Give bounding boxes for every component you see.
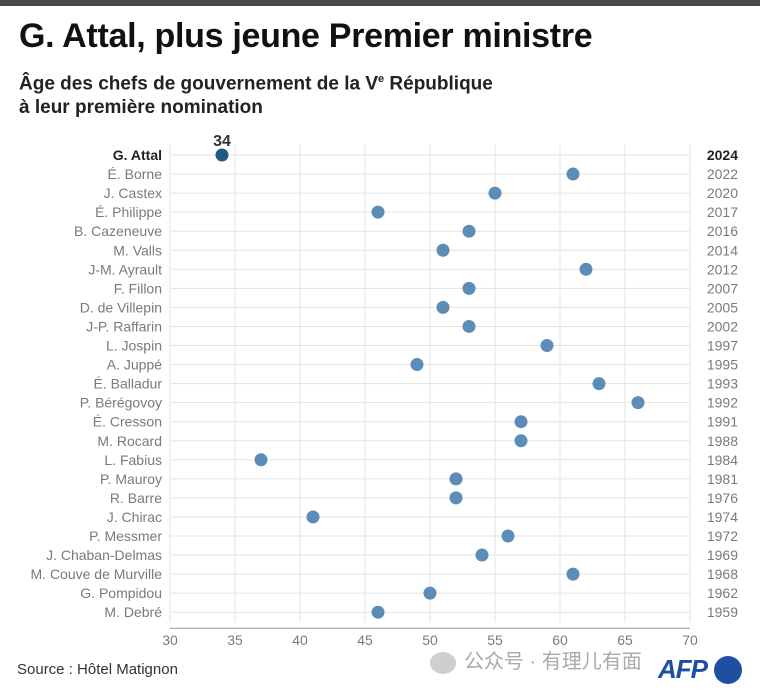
pm-name-label: M. Debré: [104, 604, 162, 620]
pm-year-label: 1969: [707, 547, 738, 563]
x-tick-label: 30: [162, 632, 178, 648]
pm-name-label: P. Mauroy: [100, 471, 162, 487]
source-note: Source : Hôtel Matignon: [17, 661, 178, 678]
pm-year-label: 1976: [707, 490, 738, 506]
pm-year-label: 1984: [707, 452, 738, 468]
age-dot: [254, 453, 268, 467]
age-dot: [462, 224, 476, 238]
afp-logo: AFP: [658, 654, 708, 684]
pm-year-label: 1968: [707, 566, 738, 582]
pm-name-label: B. Cazeneuve: [74, 223, 162, 239]
age-dot: [215, 148, 229, 162]
pm-year-label: 2005: [707, 299, 738, 315]
age-dot: [410, 358, 424, 372]
age-dot: [579, 262, 593, 276]
pm-year-label: 2007: [707, 280, 738, 296]
pm-name-label: J. Chirac: [107, 509, 162, 525]
watermark-text: 公众号 · 有理儿有面: [464, 651, 642, 673]
pm-year-label: 1988: [707, 433, 738, 449]
age-dot: [514, 415, 528, 429]
pm-name-label: P. Messmer: [89, 528, 162, 544]
age-dot: [501, 529, 515, 543]
age-dot: [371, 605, 385, 619]
age-dot: [306, 510, 320, 524]
pm-name-label: J-P. Raffarin: [86, 318, 162, 334]
pm-name-label: R. Barre: [110, 490, 162, 506]
pm-year-label: 1997: [707, 338, 738, 354]
watermark: 公众号 · 有理儿有面: [430, 645, 642, 674]
pm-name-label: G. Attal: [113, 147, 162, 163]
pm-year-label: 2014: [707, 242, 738, 258]
pm-name-label: É. Borne: [108, 166, 163, 182]
x-tick-label: 35: [227, 632, 243, 648]
pm-year-label: 1991: [707, 414, 738, 430]
afp-logo-dot: [714, 656, 742, 684]
pm-name-label: M. Rocard: [97, 433, 162, 449]
x-tick-label: 70: [682, 632, 698, 648]
age-dot: [449, 491, 463, 505]
chart-title: G. Attal, plus jeune Premier ministre: [19, 17, 593, 55]
pm-year-label: 1972: [707, 528, 738, 544]
pm-name-label: J. Castex: [104, 185, 162, 201]
x-tick-label: 45: [357, 632, 373, 648]
age-dot: [423, 586, 437, 600]
pm-year-label: 2016: [707, 223, 738, 239]
age-dot: [540, 339, 554, 352]
pm-name-label: F. Fillon: [114, 280, 162, 296]
age-dot: [514, 434, 528, 448]
pm-year-label: 1992: [707, 395, 738, 411]
pm-year-label: 2012: [707, 261, 738, 277]
wechat-icon: [430, 651, 456, 674]
pm-year-label: 1993: [707, 376, 738, 392]
pm-name-label: J. Chaban-Delmas: [46, 547, 162, 563]
x-tick-label: 60: [552, 632, 568, 648]
pm-year-label: 1962: [707, 585, 738, 601]
age-dot: [631, 396, 645, 410]
subtitle-line1-prefix: Âge des chefs de gouvernement de la V: [19, 73, 378, 95]
age-dot: [566, 567, 580, 581]
pm-name-label: P. Bérégovoy: [80, 395, 162, 411]
x-tick-label: 55: [487, 632, 503, 648]
pm-name-label: D. de Villepin: [80, 299, 162, 315]
age-dot: [488, 186, 502, 200]
pm-name-label: É. Philippe: [95, 204, 162, 220]
pm-year-label: 1995: [707, 357, 738, 373]
age-dot: [449, 472, 463, 486]
chart-subtitle: Âge des chefs de gouvernement de la Ve R…: [19, 67, 493, 120]
age-dot: [436, 300, 450, 314]
age-dot: [475, 548, 489, 562]
age-dot: [566, 167, 580, 181]
highlight-value-label: 34: [213, 133, 231, 150]
pm-year-label: 1959: [707, 604, 738, 620]
x-tick-label: 65: [617, 632, 633, 648]
subtitle-line2: à leur première nomination: [19, 97, 263, 119]
subtitle-line1-suffix: République: [384, 73, 493, 95]
top-bar: [0, 0, 760, 6]
pm-name-label: A. Juppé: [107, 357, 162, 373]
pm-name-label: É. Cresson: [93, 414, 162, 430]
pm-year-label: 2022: [707, 166, 738, 182]
pm-name-label: É. Balladur: [94, 376, 163, 392]
pm-year-label: 1974: [707, 509, 738, 525]
age-dot: [462, 319, 476, 333]
pm-year-label: 2017: [707, 204, 738, 220]
pm-name-label: J-M. Ayrault: [88, 261, 162, 277]
pm-name-label: L. Fabius: [104, 452, 162, 468]
x-tick-label: 50: [422, 632, 438, 648]
pm-year-label: 2020: [707, 185, 738, 201]
pm-year-label: 2024: [707, 147, 738, 163]
age-dot: [462, 281, 476, 295]
age-dot: [592, 377, 606, 391]
pm-name-label: M. Couve de Murville: [31, 566, 163, 582]
pm-year-label: 1981: [707, 471, 738, 487]
age-dot: [371, 205, 385, 219]
pm-name-label: M. Valls: [113, 242, 162, 258]
pm-name-label: G. Pompidou: [80, 585, 162, 601]
x-tick-label: 40: [292, 632, 308, 648]
pm-year-label: 2002: [707, 318, 738, 334]
subtitle-line1-sup: e: [378, 73, 385, 85]
pm-name-label: L. Jospin: [106, 338, 162, 354]
age-dot: [436, 243, 450, 257]
